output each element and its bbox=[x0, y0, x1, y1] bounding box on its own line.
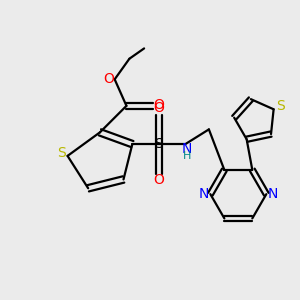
Text: S: S bbox=[154, 137, 163, 151]
Text: O: O bbox=[103, 72, 114, 86]
Text: S: S bbox=[57, 146, 66, 160]
Text: O: O bbox=[153, 101, 164, 115]
Text: N: N bbox=[182, 142, 192, 156]
Text: S: S bbox=[276, 99, 284, 113]
Text: O: O bbox=[153, 98, 164, 112]
Text: N: N bbox=[268, 187, 278, 201]
Text: H: H bbox=[183, 151, 191, 161]
Text: O: O bbox=[153, 173, 164, 187]
Text: N: N bbox=[199, 187, 209, 201]
